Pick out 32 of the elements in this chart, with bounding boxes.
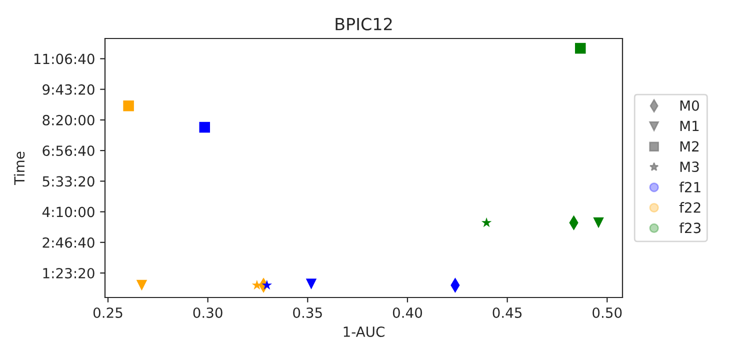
point <box>481 217 492 228</box>
x-tick-label: 0.50 <box>592 307 622 318</box>
point <box>199 122 210 133</box>
text: M2 <box>680 141 698 152</box>
point <box>593 217 604 228</box>
point <box>262 280 272 290</box>
text: M0 <box>680 100 699 111</box>
x-tick-label: 0.30 <box>193 307 222 318</box>
point <box>123 100 134 112</box>
chart-title: BPIC12 <box>336 18 392 30</box>
y-tick-label: 2:46:40 <box>42 237 94 248</box>
x-tick-label: 0.35 <box>293 307 322 318</box>
y-tick-label: 1:23:20 <box>43 268 94 278</box>
point <box>574 42 586 54</box>
x-tick-label: 0.40 <box>392 307 422 318</box>
text: f22 <box>679 202 700 213</box>
point <box>306 278 317 290</box>
y-tick-label: 6:56:40 <box>42 146 94 156</box>
text: f23 <box>679 222 701 234</box>
y-tick-label: 9:43:20 <box>42 84 94 95</box>
text: M1 <box>680 120 699 132</box>
point <box>136 280 148 291</box>
text: M3 <box>680 162 699 172</box>
y-tick-label: 11:06:40 <box>34 54 94 64</box>
y-axis-title: Time <box>14 152 25 186</box>
text: f21 <box>679 182 700 192</box>
x-tick-label: 0.25 <box>93 307 122 318</box>
y-tick-label: 4:10:00 <box>42 206 94 218</box>
y-tick-label: 8:20:00 <box>42 114 94 126</box>
x-axis-title: 1-AUC <box>344 326 384 337</box>
y-tick-label: 5:33:20 <box>42 176 94 187</box>
x-tick-label: 0.45 <box>492 307 522 318</box>
